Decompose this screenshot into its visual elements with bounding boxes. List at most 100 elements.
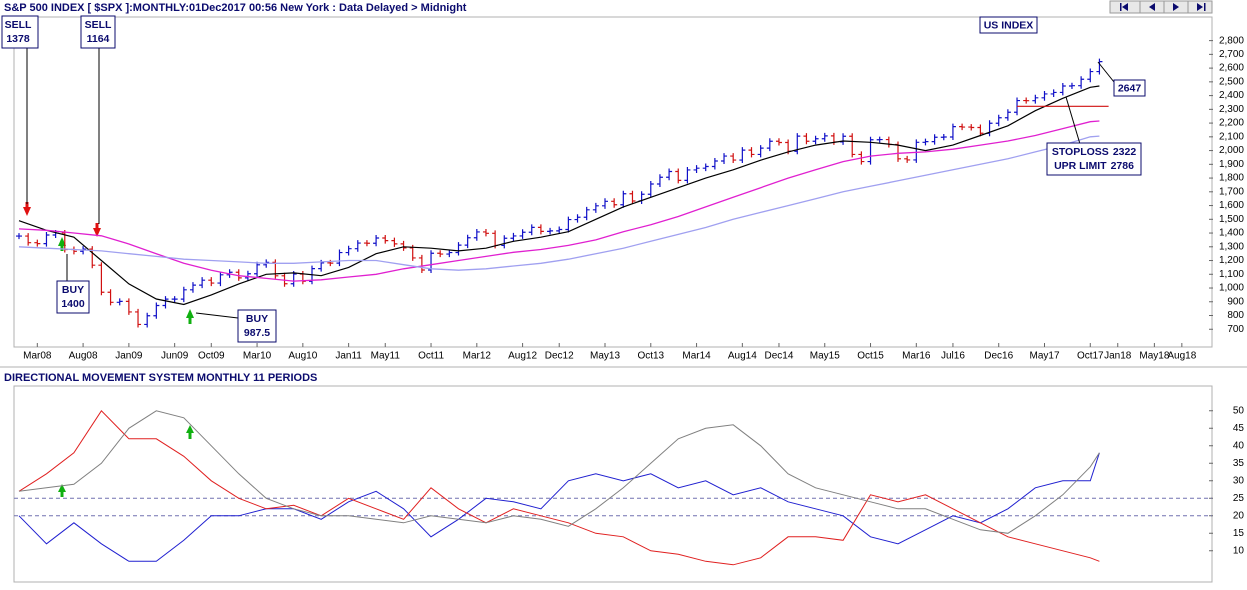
price-bar (602, 198, 608, 209)
price-bar (611, 198, 618, 208)
x-tick-label: May17 (1029, 351, 1059, 362)
price-bar (693, 165, 700, 173)
x-tick-label: Mar08 (23, 351, 52, 362)
price-bar (537, 224, 544, 235)
annotation-pointer (1065, 96, 1081, 145)
price-bar (107, 289, 114, 306)
price-bar (290, 271, 297, 287)
x-tick-label: Mar14 (682, 351, 711, 362)
price-bar (144, 312, 151, 328)
x-tick-label: Mar12 (463, 351, 492, 362)
annotation-box (237, 309, 277, 343)
price-bar (1087, 68, 1094, 83)
price-bar (16, 233, 22, 240)
price-bar (98, 262, 105, 296)
price-bar (867, 136, 874, 165)
price-bar (336, 249, 343, 267)
y-tick-label: 2,300 (1219, 104, 1244, 115)
price-bar (775, 138, 782, 146)
price-bar (116, 298, 123, 306)
price-bar (482, 228, 489, 237)
y-tick-label: 25 (1233, 493, 1245, 504)
buy-arrow (58, 484, 66, 492)
x-tick-label: Mar10 (243, 351, 272, 362)
price-bar (995, 114, 1002, 127)
x-tick-label: May18 (1139, 351, 1169, 362)
x-tick-label: May11 (371, 351, 401, 362)
x-tick-label: Oct13 (637, 351, 664, 362)
price-bar (592, 202, 599, 213)
annotation-value: 2786 (1111, 160, 1135, 172)
y-tick-label: 1,600 (1219, 200, 1244, 211)
price-bar (821, 132, 828, 142)
price-bar (217, 271, 224, 287)
y-tick-label: 1,100 (1219, 269, 1244, 280)
y-tick-label: 1,900 (1219, 159, 1244, 170)
price-bar (620, 190, 627, 208)
x-tick-label: Oct17 (1077, 351, 1104, 362)
price-bar (666, 168, 673, 181)
signal-arrows (23, 202, 194, 497)
price-bar (382, 234, 389, 244)
annotation-box (1, 15, 39, 49)
price-bar (757, 145, 764, 158)
price-bar (1059, 82, 1066, 96)
price-bar (1096, 58, 1103, 75)
y-tick-label: 1,300 (1219, 241, 1244, 252)
price-bar (702, 163, 709, 172)
buy-arrow (58, 237, 66, 246)
price-bar (391, 237, 398, 247)
price-bar (189, 282, 196, 293)
price-bar (940, 133, 947, 141)
price-bar (876, 136, 883, 143)
price-bar (345, 245, 352, 256)
y-tick-label: 900 (1227, 296, 1244, 307)
sell-arrow (93, 228, 101, 237)
price-bar (171, 296, 178, 303)
y-tick-label: 2,100 (1219, 131, 1244, 142)
annotation-box (1113, 79, 1146, 97)
annotation-pointer (1097, 61, 1115, 83)
y-tick-label: 45 (1233, 423, 1245, 434)
x-tick-label: Oct15 (857, 351, 884, 362)
y-tick-label: 1,700 (1219, 186, 1244, 197)
price-bar (418, 254, 425, 274)
x-tick-label: Aug14 (728, 351, 757, 362)
buy-arrow (60, 245, 64, 251)
line-series (18, 135, 1100, 271)
price-bar (34, 239, 41, 247)
price-bar (1032, 94, 1039, 104)
buy-arrow (188, 432, 192, 439)
annotation-value: 1164 (87, 33, 110, 45)
price-bar (766, 138, 773, 152)
price-bar (254, 261, 261, 277)
x-tick-label: Jan18 (1104, 351, 1132, 362)
price-bar (922, 138, 929, 146)
price-bar (748, 147, 755, 158)
y-tick-label: 20 (1233, 510, 1245, 521)
y-tick-label: 2,200 (1219, 118, 1244, 129)
price-bar (473, 228, 480, 241)
price-bar (437, 250, 444, 258)
price-bar (913, 139, 920, 163)
line-series (18, 85, 1100, 306)
price-bar (135, 308, 142, 328)
buy-arrow (188, 317, 192, 324)
y-tick-label: 1,000 (1219, 283, 1244, 294)
y-tick-label: 10 (1233, 545, 1245, 556)
price-bar (574, 214, 581, 223)
price-bar (43, 231, 50, 247)
price-bar (565, 216, 572, 233)
price-bar (547, 227, 554, 235)
buy-arrow (186, 425, 194, 433)
annotation-value: 1400 (61, 298, 85, 310)
x-tick-label: Mar16 (902, 351, 931, 362)
x-tick-label: May13 (590, 351, 620, 362)
price-bar (739, 147, 746, 164)
price-bar (400, 240, 407, 251)
price-bar (931, 134, 938, 145)
line-series (18, 452, 1100, 562)
price-bar (794, 133, 801, 155)
price-bar (583, 206, 590, 221)
price-bar (721, 153, 728, 165)
